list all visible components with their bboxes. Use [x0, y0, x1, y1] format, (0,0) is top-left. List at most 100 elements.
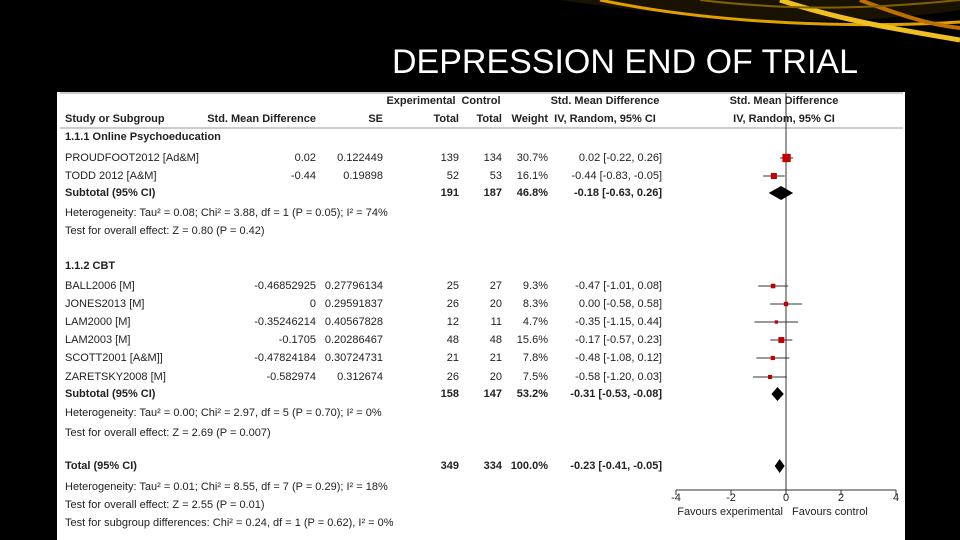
cell: -0.18 [-0.63, 0.26] — [574, 187, 662, 199]
study-square — [770, 283, 776, 289]
cell: 191 — [441, 187, 459, 199]
cell: 48 — [447, 334, 459, 346]
cell: -0.23 [-0.41, -0.05] — [570, 460, 662, 472]
cell: 187 — [484, 187, 502, 199]
cell: -0.48 [-1.08, 0.12] — [575, 352, 662, 364]
x-label: Favours experimental — [677, 506, 783, 518]
study-name: BALL2006 [M] — [65, 280, 135, 292]
study-square — [783, 301, 789, 307]
cell: 9.3% — [523, 280, 548, 292]
cell: 16.1% — [517, 170, 548, 182]
cell: -0.44 [-0.83, -0.05] — [572, 170, 663, 182]
header: IV, Random, 95% CI — [733, 113, 835, 125]
study-name: Subtotal (95% CI) — [65, 187, 156, 199]
cell: 20 — [490, 298, 502, 310]
study-name: SCOTT2001 [A&M]] — [65, 352, 163, 364]
cell: 0.30724731 — [325, 352, 383, 364]
study-square — [778, 337, 785, 343]
cell: 134 — [484, 152, 502, 164]
cell: 4.7% — [523, 316, 548, 328]
summary-diamond — [771, 387, 784, 401]
cell: 21 — [490, 352, 502, 364]
cell: 7.8% — [523, 352, 548, 364]
cell: -0.44 — [291, 170, 316, 182]
header: Control — [461, 95, 500, 107]
cell: 158 — [441, 388, 459, 400]
note: Test for overall effect: Z = 2.69 (P = 0… — [65, 427, 271, 439]
study-name: LAM2003 [M] — [65, 334, 130, 346]
header: Weight — [512, 113, 549, 125]
x-tick-label: 2 — [838, 492, 844, 504]
x-tick-label: -4 — [671, 492, 681, 504]
cell: 0.19898 — [343, 170, 383, 182]
cell: -0.47 [-1.01, 0.08] — [575, 280, 662, 292]
summary-diamond — [768, 186, 794, 200]
cell: 30.7% — [517, 152, 548, 164]
header: Std. Mean Difference — [207, 113, 316, 125]
note: Test for overall effect: Z = 0.80 (P = 0… — [65, 225, 265, 237]
note: Heterogeneity: Tau² = 0.00; Chi² = 2.97,… — [65, 407, 382, 419]
x-tick-label: 4 — [893, 492, 899, 504]
decoration — [560, 0, 960, 43]
note: Heterogeneity: Tau² = 0.01; Chi² = 8.55,… — [65, 481, 388, 493]
cell: -0.1705 — [279, 334, 316, 346]
header: Study or Subgroup — [65, 113, 165, 125]
cell: 0.312674 — [337, 371, 383, 383]
header: Total — [434, 113, 459, 125]
study-name: PROUDFOOT2012 [Ad&M] — [65, 152, 199, 164]
study-name: Total (95% CI) — [65, 460, 137, 472]
study-name: LAM2000 [M] — [65, 316, 130, 328]
cell: 0.40567828 — [325, 316, 383, 328]
cell: 15.6% — [517, 334, 548, 346]
cell: -0.46852925 — [254, 280, 316, 292]
cell: -0.31 [-0.53, -0.08] — [570, 388, 662, 400]
cell: 334 — [484, 460, 503, 472]
x-tick-label: -2 — [726, 492, 736, 504]
cell: 27 — [490, 280, 502, 292]
cell: -0.35246214 — [254, 316, 316, 328]
slide-title: DEPRESSION END OF TRIAL — [392, 43, 858, 81]
note: Test for subgroup differences: Chi² = 0.… — [65, 517, 394, 529]
study-square — [767, 374, 773, 380]
cell: 26 — [447, 298, 459, 310]
cell: -0.47824184 — [254, 352, 316, 364]
cell: 52 — [447, 170, 459, 182]
study-name: JONES2013 [M] — [65, 298, 144, 310]
x-tick-label: 0 — [783, 492, 789, 504]
header: SE — [368, 113, 383, 125]
panel — [57, 92, 905, 540]
cell: 0.122449 — [337, 152, 383, 164]
summary-diamond — [774, 459, 785, 473]
cell: 147 — [484, 388, 502, 400]
study-name: TODD 2012 [A&M] — [65, 170, 157, 182]
cell: -0.582974 — [266, 371, 316, 383]
cell: 0.00 [-0.58, 0.58] — [579, 298, 662, 310]
cell: -0.35 [-1.15, 0.44] — [575, 316, 662, 328]
study-name: ZARETSKY2008 [M] — [65, 371, 166, 383]
cell: 12 — [447, 316, 459, 328]
cell: 0.20286467 — [325, 334, 383, 346]
study-square — [782, 153, 791, 163]
cell: 25 — [447, 280, 459, 292]
cell: 53.2% — [517, 388, 548, 400]
cell: 48 — [490, 334, 502, 346]
note: Test for overall effect: Z = 2.55 (P = 0… — [65, 499, 265, 511]
cell: 26 — [447, 371, 459, 383]
cell: 53 — [490, 170, 502, 182]
study-name: Subtotal (95% CI) — [65, 388, 156, 400]
cell: 139 — [441, 152, 459, 164]
study-square — [774, 320, 779, 324]
study-square — [770, 172, 777, 180]
header: IV, Random, 95% CI — [554, 113, 656, 125]
header: Std. Mean Difference — [551, 95, 660, 107]
cell: 0 — [310, 298, 316, 310]
header: Std. Mean Difference — [730, 95, 839, 107]
header: Total — [477, 113, 502, 125]
cell: 7.5% — [523, 371, 548, 383]
cell: -0.58 [-1.20, 0.03] — [575, 371, 662, 383]
cell: 20 — [490, 371, 502, 383]
group-heading: 1.1.2 CBT — [65, 260, 115, 272]
header: Experimental — [386, 95, 455, 107]
